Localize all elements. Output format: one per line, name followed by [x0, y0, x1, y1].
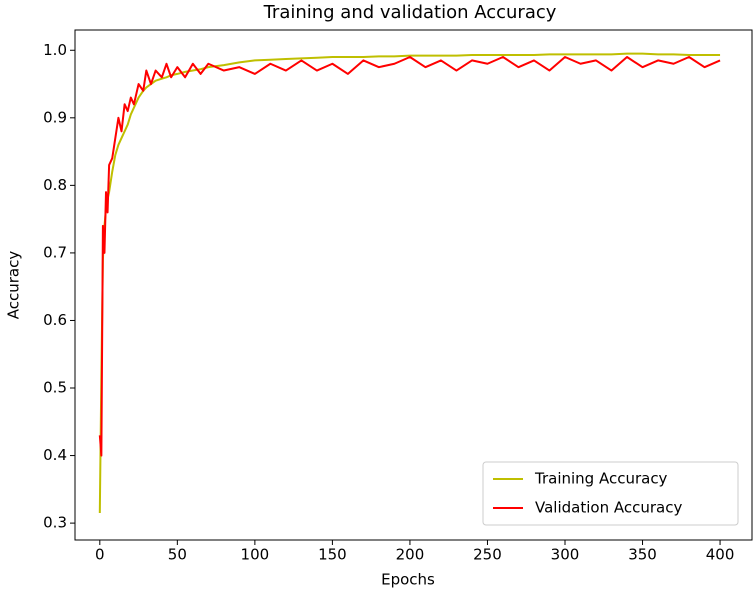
y-tick-label: 0.8: [43, 176, 67, 194]
y-tick-label: 1.0: [43, 41, 67, 59]
x-tick-label: 150: [318, 546, 347, 564]
y-tick-label: 0.3: [43, 514, 67, 532]
y-tick-label: 0.6: [43, 311, 67, 329]
x-tick-label: 250: [473, 546, 502, 564]
x-tick-label: 350: [628, 546, 657, 564]
y-tick-label: 0.4: [43, 446, 67, 464]
x-tick-label: 300: [551, 546, 580, 564]
y-tick-label: 0.5: [43, 379, 67, 397]
y-axis-label: Accuracy: [5, 251, 23, 320]
chart-title: Training and validation Accuracy: [263, 2, 557, 23]
legend-label: Training Accuracy: [534, 470, 668, 488]
series-line: [98, 52, 721, 513]
series-line: [98, 56, 721, 457]
x-tick-label: 50: [168, 546, 187, 564]
y-tick-label: 0.9: [43, 108, 67, 126]
x-tick-label: 400: [706, 546, 735, 564]
x-axis-label: Epochs: [381, 571, 435, 589]
x-tick-label: 0: [95, 546, 105, 564]
x-tick-label: 200: [396, 546, 425, 564]
x-tick-label: 100: [241, 546, 270, 564]
plot-frame: [74, 29, 753, 541]
legend-box: [482, 461, 739, 526]
y-tick-label: 0.7: [43, 243, 67, 261]
legend-label: Validation Accuracy: [535, 499, 682, 517]
